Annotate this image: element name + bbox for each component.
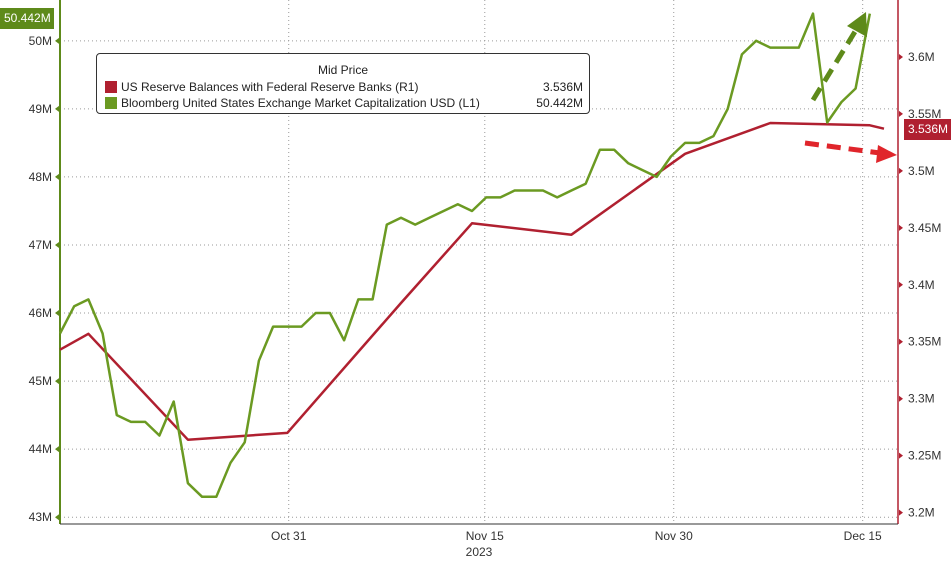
red-arrow-head: [876, 145, 897, 163]
left-tick-label: 43M: [29, 510, 52, 524]
legend-swatch-red: [105, 81, 117, 93]
x-tick-label: Oct 31: [271, 529, 307, 543]
legend-series-value: 50.442M: [536, 96, 583, 110]
right-tick-label: 3.25M: [908, 449, 941, 463]
right-tick-mark: [899, 452, 903, 459]
left-tick-label: 48M: [29, 170, 52, 184]
right-tick-mark: [899, 509, 903, 516]
right-tick-mark: [899, 53, 903, 60]
right-tick-mark: [899, 224, 903, 231]
left-tick-mark: [55, 173, 59, 180]
left-tick-label: 47M: [29, 238, 52, 252]
right-tick-mark: [899, 338, 903, 345]
left-tick-mark: [55, 310, 59, 317]
right-tick-mark: [899, 110, 903, 117]
green-arrow-head: [847, 12, 867, 37]
x-tick-label: Dec 15: [844, 529, 882, 543]
legend-title: Mid Price: [317, 63, 368, 77]
legend: Mid Price US Reserve Balances with Feder…: [96, 53, 590, 114]
right-tick-label: 3.3M: [908, 392, 935, 406]
series-lines: [58, 12, 885, 499]
legend-item-reserve-balances: US Reserve Balances with Federal Reserve…: [105, 79, 583, 95]
left-tick-label: 50M: [29, 34, 52, 48]
left-tick-mark: [55, 378, 59, 385]
left-tick-mark: [55, 446, 59, 453]
right-tick-label: 3.4M: [908, 278, 935, 292]
left-tick-mark: [55, 37, 59, 44]
left-tick-mark: [55, 241, 59, 248]
right-tick-label: 3.35M: [908, 335, 941, 349]
right-tick-label: 3.55M: [908, 107, 941, 121]
legend-series-value: 3.536M: [542, 80, 583, 94]
x-tick-label: Nov 15: [466, 529, 504, 543]
annotation-arrows: [804, 12, 897, 163]
left-tick-mark: [55, 514, 59, 521]
right-last-value-tag: 3.536M: [904, 119, 951, 140]
left-tick-label: 49M: [29, 102, 52, 116]
green-dashed-arrow: [810, 28, 859, 102]
red-dashed-arrow: [804, 140, 881, 156]
left-last-value-tag: 50.442M: [0, 8, 54, 29]
series-line-market-cap: [58, 12, 872, 499]
left-tick-mark: [55, 105, 59, 112]
series-line-reserve-balances: [59, 121, 885, 441]
right-tick-label: 3.6M: [908, 50, 935, 64]
legend-series-name: US Reserve Balances with Federal Reserve…: [121, 80, 419, 94]
right-tick-mark: [899, 167, 903, 174]
left-axis-ticks: 43M 44M 45M 46M 47M 48M 49M 50M: [29, 34, 59, 524]
left-tick-label: 45M: [29, 374, 52, 388]
legend-item-market-cap: Bloomberg United States Exchange Market …: [105, 95, 583, 111]
left-tick-label: 46M: [29, 306, 52, 320]
right-tick-mark: [899, 281, 903, 288]
chart-grid: [60, 0, 898, 524]
x-axis-ticks: Oct 31 Nov 15 Nov 30 Dec 15: [271, 529, 882, 543]
x-tick-label: Nov 30: [655, 529, 693, 543]
left-tick-label: 44M: [29, 442, 52, 456]
right-tick-mark: [899, 395, 903, 402]
legend-swatch-green: [105, 97, 117, 109]
right-axis-ticks: 3.2M 3.25M 3.3M 3.35M 3.4M 3.45M 3.5M 3.55M 3.6M: [899, 50, 941, 520]
x-axis-year-label: 2023: [466, 545, 493, 559]
right-tick-label: 3.45M: [908, 221, 941, 235]
right-tick-label: 3.2M: [908, 506, 935, 520]
right-tick-label: 3.5M: [908, 164, 935, 178]
legend-series-name: Bloomberg United States Exchange Market …: [121, 96, 480, 110]
